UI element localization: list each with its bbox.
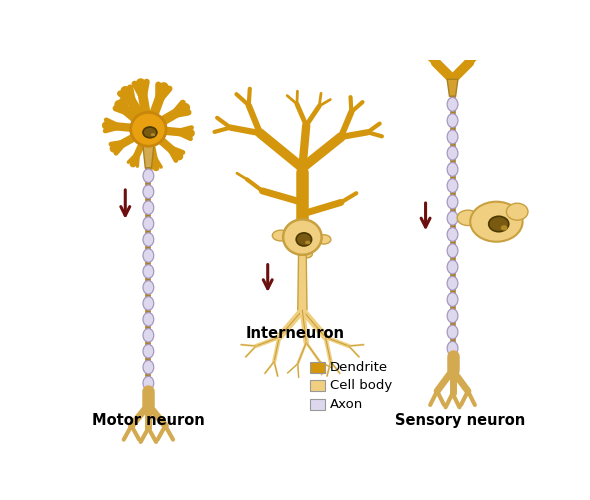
Ellipse shape bbox=[273, 230, 289, 241]
Ellipse shape bbox=[143, 296, 154, 310]
Polygon shape bbox=[447, 79, 458, 96]
Polygon shape bbox=[298, 255, 307, 310]
Ellipse shape bbox=[300, 250, 312, 258]
Ellipse shape bbox=[447, 228, 458, 241]
Ellipse shape bbox=[447, 309, 458, 322]
Ellipse shape bbox=[447, 292, 458, 306]
Ellipse shape bbox=[143, 344, 154, 358]
Ellipse shape bbox=[447, 195, 458, 209]
Ellipse shape bbox=[470, 202, 523, 241]
Ellipse shape bbox=[305, 240, 310, 244]
Ellipse shape bbox=[447, 146, 458, 160]
Ellipse shape bbox=[447, 244, 458, 258]
Ellipse shape bbox=[143, 280, 154, 294]
Ellipse shape bbox=[143, 169, 154, 182]
Ellipse shape bbox=[143, 376, 154, 390]
Text: Dendrite: Dendrite bbox=[330, 360, 388, 374]
Ellipse shape bbox=[130, 112, 166, 146]
Text: Motor neuron: Motor neuron bbox=[92, 413, 205, 428]
Ellipse shape bbox=[447, 276, 458, 290]
FancyBboxPatch shape bbox=[310, 399, 326, 409]
Text: Axon: Axon bbox=[330, 398, 363, 410]
Ellipse shape bbox=[143, 264, 154, 278]
Ellipse shape bbox=[501, 225, 507, 230]
Ellipse shape bbox=[447, 114, 458, 128]
Ellipse shape bbox=[143, 127, 157, 138]
Ellipse shape bbox=[317, 235, 331, 244]
Text: Cell body: Cell body bbox=[330, 379, 392, 392]
Ellipse shape bbox=[143, 360, 154, 374]
Ellipse shape bbox=[457, 210, 478, 226]
Ellipse shape bbox=[447, 98, 458, 111]
Ellipse shape bbox=[150, 133, 155, 136]
Ellipse shape bbox=[447, 162, 458, 176]
Polygon shape bbox=[143, 146, 154, 168]
Ellipse shape bbox=[143, 201, 154, 214]
Text: Sensory neuron: Sensory neuron bbox=[395, 413, 525, 428]
Ellipse shape bbox=[506, 203, 528, 220]
Ellipse shape bbox=[447, 342, 458, 355]
Ellipse shape bbox=[143, 328, 154, 342]
FancyBboxPatch shape bbox=[310, 380, 326, 391]
Ellipse shape bbox=[447, 130, 458, 144]
Ellipse shape bbox=[143, 233, 154, 246]
Ellipse shape bbox=[143, 248, 154, 262]
Ellipse shape bbox=[143, 217, 154, 230]
Ellipse shape bbox=[143, 185, 154, 198]
Ellipse shape bbox=[296, 233, 312, 246]
Ellipse shape bbox=[143, 312, 154, 326]
Text: Interneuron: Interneuron bbox=[245, 326, 344, 341]
FancyBboxPatch shape bbox=[310, 362, 326, 372]
Ellipse shape bbox=[447, 178, 458, 192]
Ellipse shape bbox=[489, 216, 509, 232]
Ellipse shape bbox=[447, 212, 458, 225]
Ellipse shape bbox=[447, 325, 458, 339]
Ellipse shape bbox=[283, 220, 322, 255]
Ellipse shape bbox=[447, 260, 458, 274]
